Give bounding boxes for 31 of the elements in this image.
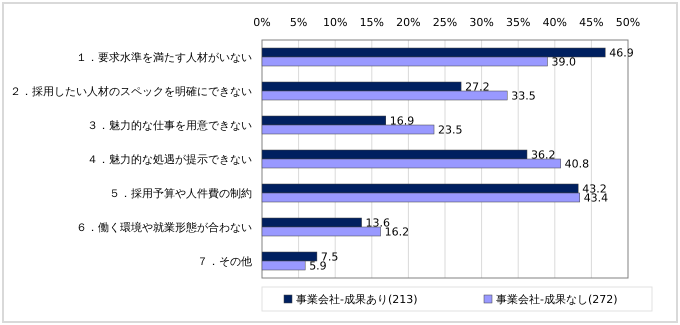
- data-label: 36.2: [530, 148, 556, 162]
- x-tick-label: 45%: [579, 16, 604, 29]
- x-tick-label: 35%: [506, 16, 530, 29]
- x-tick-label: 25%: [432, 16, 458, 29]
- data-label: 46.9: [609, 46, 634, 60]
- y-tick-label: ７．その他: [197, 255, 252, 268]
- data-label: 5.9: [309, 260, 327, 272]
- data-label: 40.8: [564, 158, 590, 170]
- x-tick-label: 10%: [322, 16, 348, 29]
- x-tick-label: 15%: [360, 16, 384, 29]
- y-tick-label: ５．採用予算や人件費の制約: [109, 187, 252, 200]
- y-tick-label: ６．働く環境や就業形態が合わない: [76, 221, 252, 234]
- data-label: 39.0: [551, 56, 576, 68]
- x-tick-label: 20%: [396, 16, 421, 29]
- y-tick-label: ３．魅力的な仕事を用意できない: [87, 119, 252, 132]
- data-label: 33.5: [511, 90, 536, 102]
- data-label: 16.9: [390, 114, 414, 128]
- data-label: 27.2: [465, 80, 490, 94]
- y-tick-label: ２．採用したい人材のスペックを明確にできない: [10, 85, 252, 98]
- x-tick-label: 50%: [616, 16, 640, 29]
- legend-label: 事業会社-成果なし(272): [496, 293, 618, 306]
- x-tick-label: 5%: [290, 16, 308, 29]
- data-label: 16.2: [384, 226, 410, 238]
- x-tick-label: 30%: [469, 16, 494, 29]
- legend-label: 事業会社-成果あり(213): [296, 293, 418, 306]
- x-tick-label: 40%: [542, 16, 568, 29]
- x-tick-label: 0%: [253, 16, 271, 29]
- y-tick-label: ４．魅力的な処遇が提示できない: [87, 153, 252, 166]
- data-label: 23.5: [438, 124, 463, 136]
- y-tick-label: １．要求水準を満たす人材がいない: [76, 51, 252, 64]
- data-label: 43.4: [584, 192, 608, 204]
